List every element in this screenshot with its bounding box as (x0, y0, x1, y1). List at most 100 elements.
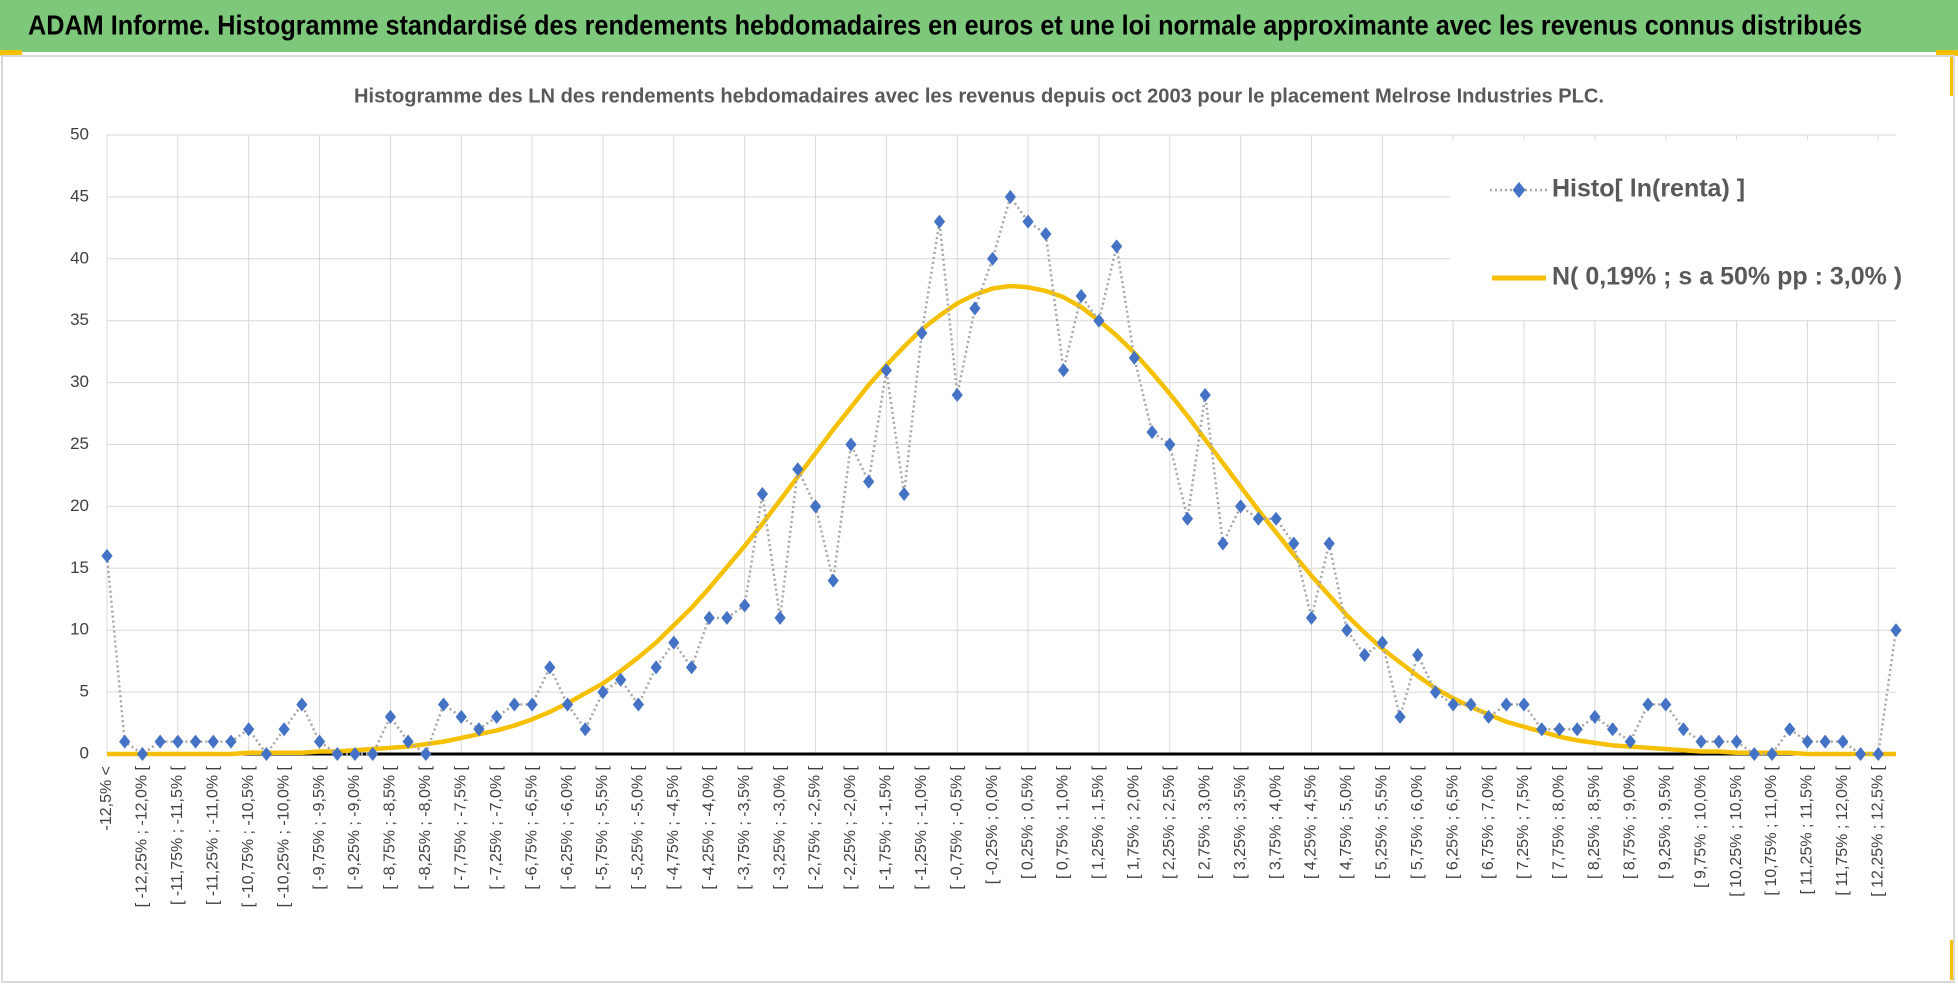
x-tick-label: [ -3,75% ; -3,5% [ (736, 765, 753, 889)
legend-label: Histo[ ln(renta) ] (1552, 175, 1745, 203)
data-point (1217, 536, 1229, 551)
x-tick-label: [ 6,25% ; 6,5% [ (1444, 765, 1461, 879)
x-tick-label: [ -11,75% ; -11,5% [ (169, 765, 186, 905)
data-point (1589, 709, 1601, 724)
x-tick-label: [ -0,75% ; -0,5% [ (948, 765, 965, 889)
x-tick-label: [ -11,25% ; -11,0% [ (204, 765, 221, 905)
data-point (189, 734, 202, 749)
data-point (1677, 722, 1690, 737)
data-point (331, 747, 343, 761)
data-point (1730, 734, 1743, 749)
x-tick-label: [ -5,75% ; -5,5% [ (594, 765, 611, 889)
y-tick-label: 45 (70, 186, 89, 205)
data-point (1412, 647, 1424, 662)
y-tick-label: 15 (70, 558, 89, 577)
data-point (1235, 499, 1247, 514)
data-point (809, 499, 822, 514)
data-point (792, 462, 804, 477)
x-tick-label: [ -10,75% ; -10,5% [ (240, 765, 257, 907)
data-point (561, 697, 574, 712)
x-tick-label: [ -6,75% ; -6,5% [ (523, 765, 540, 889)
data-point (1713, 734, 1725, 749)
x-tick-label: [ -4,25% ; -4,0% [ (700, 765, 717, 889)
data-point (296, 697, 308, 712)
x-tick-label: [ 5,75% ; 6,0% [ (1409, 765, 1426, 879)
data-point (1642, 697, 1654, 712)
data-point (1766, 747, 1778, 761)
data-point (1660, 697, 1672, 712)
x-tick-label: [ 3,75% ; 4,0% [ (1267, 765, 1284, 879)
x-tick-label: [ 1,25% ; 1,5% [ (1090, 765, 1107, 879)
x-tick-label: [ -10,25% ; -10,0% [ (275, 765, 292, 907)
x-tick-label: [ 5,25% ; 5,5% [ (1374, 765, 1391, 879)
x-tick-label: [ 6,75% ; 7,0% [ (1480, 765, 1497, 879)
data-point (154, 734, 166, 749)
data-point (1341, 623, 1353, 638)
data-point (916, 326, 928, 341)
x-tick-label: [ -7,25% ; -7,0% [ (488, 765, 505, 889)
data-point (987, 251, 999, 266)
y-tick-label: 40 (70, 248, 89, 267)
data-point (313, 734, 326, 749)
data-point (1483, 709, 1495, 724)
data-point (1181, 511, 1194, 526)
data-point (367, 747, 379, 761)
data-point (1536, 722, 1548, 737)
chart-title: Histogramme des LN des rendements hebdom… (354, 85, 1604, 107)
x-tick-label: [ 3,25% ; 3,5% [ (1232, 765, 1249, 879)
data-point (597, 685, 609, 700)
data-point (756, 487, 768, 502)
x-tick-label: [ 2,25% ; 2,5% [ (1161, 765, 1178, 879)
data-point (969, 301, 981, 316)
x-tick-label: [ 9,75% ; 10,0% [ (1692, 765, 1709, 887)
data-point (1784, 722, 1796, 737)
data-point (1801, 734, 1814, 749)
data-point (172, 734, 184, 749)
data-point (119, 734, 131, 749)
x-tick-label: [ 11,25% ; 11,5% [ (1799, 765, 1816, 894)
data-point (650, 660, 662, 675)
data-point (1146, 425, 1158, 440)
x-tick-label: [ 10,25% ; 10,5% [ (1728, 765, 1745, 896)
data-point (473, 722, 485, 737)
corner (1950, 940, 1955, 980)
x-tick-label: [ -5,25% ; -5,0% [ (630, 765, 647, 889)
data-point (1890, 623, 1902, 638)
legend-box (1450, 140, 1896, 320)
data-point (1571, 722, 1583, 737)
data-point (1465, 697, 1477, 712)
y-tick-label: 20 (70, 496, 89, 515)
x-tick-label: [ 8,75% ; 9,0% [ (1622, 765, 1639, 879)
data-point (579, 722, 591, 737)
corner (1936, 50, 1958, 56)
x-tick-label: [ 11,75% ; 12,0% [ (1834, 765, 1851, 895)
x-tick-label: [ 8,25% ; 8,5% [ (1586, 765, 1603, 879)
x-tick-label: [ -4,75% ; -4,5% [ (665, 765, 682, 889)
x-tick-label: [ -9,25% ; -9,0% [ (346, 765, 363, 889)
data-point (1624, 734, 1636, 749)
y-tick-label: 10 (70, 620, 89, 639)
data-point (1004, 189, 1016, 204)
x-tick-label: [ 1,75% ; 2,0% [ (1126, 765, 1143, 879)
data-point (1837, 734, 1849, 749)
y-tick-label: 5 (80, 682, 89, 701)
y-tick-label: 35 (70, 310, 89, 329)
y-tick-label: 30 (70, 372, 89, 391)
data-point (703, 610, 715, 625)
data-point (1252, 511, 1264, 526)
data-point (1553, 722, 1566, 737)
x-tick-label: [ -7,75% ; -7,5% [ (452, 765, 469, 889)
page-title: ADAM Informe. Histogramme standardisé de… (28, 9, 1862, 40)
x-tick-label: [ 7,75% ; 8,0% [ (1551, 765, 1568, 879)
data-point (455, 709, 467, 724)
data-point (1447, 697, 1459, 712)
data-point (1429, 685, 1442, 700)
data-point (933, 214, 946, 229)
data-point (278, 722, 290, 737)
data-point (1305, 610, 1318, 625)
data-point (615, 672, 627, 687)
data-point (1500, 697, 1512, 712)
data-point (526, 697, 538, 712)
series-line (105, 194, 1898, 757)
